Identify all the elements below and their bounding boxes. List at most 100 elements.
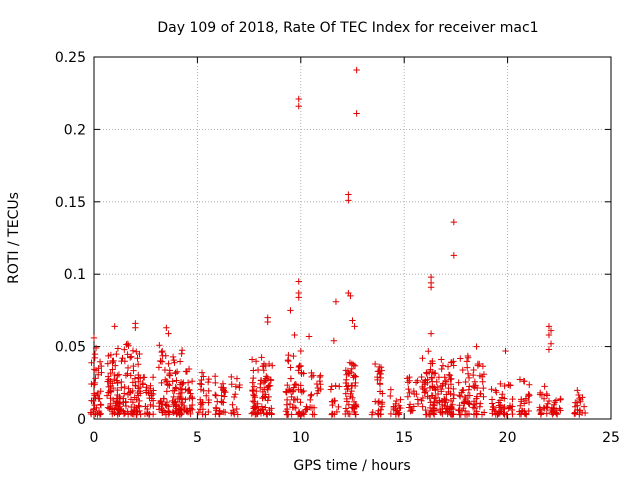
data-point xyxy=(509,395,516,403)
data-point xyxy=(248,356,256,363)
data-point xyxy=(295,367,302,374)
data-point xyxy=(135,392,142,399)
data-point xyxy=(490,404,497,411)
data-point xyxy=(228,381,235,388)
data-point xyxy=(260,367,267,374)
data-point xyxy=(294,395,301,403)
data-point xyxy=(136,397,143,405)
data-point xyxy=(96,411,104,418)
data-point xyxy=(218,392,225,399)
data-point xyxy=(128,353,135,360)
data-point xyxy=(289,404,296,411)
data-point xyxy=(165,360,172,367)
data-point xyxy=(300,411,308,418)
data-point xyxy=(506,402,514,409)
data-point xyxy=(136,403,143,410)
data-point xyxy=(476,372,484,379)
y-tick-label: 0.15 xyxy=(55,195,86,211)
data-point xyxy=(376,380,384,387)
data-point xyxy=(131,375,139,382)
data-point xyxy=(397,404,404,412)
data-point xyxy=(286,386,293,393)
data-point xyxy=(545,397,553,405)
data-point xyxy=(162,352,169,360)
data-point xyxy=(109,384,117,392)
data-point xyxy=(110,357,117,365)
data-point xyxy=(264,318,271,326)
data-point xyxy=(501,395,508,402)
data-point xyxy=(157,398,165,406)
data-point xyxy=(464,364,471,371)
data-point xyxy=(90,411,98,418)
data-point xyxy=(348,365,356,372)
data-point xyxy=(343,395,350,403)
data-point xyxy=(296,363,303,370)
data-point xyxy=(185,365,193,373)
data-point xyxy=(351,362,359,370)
data-point xyxy=(87,410,95,418)
data-point xyxy=(202,411,209,418)
data-point xyxy=(181,406,188,413)
data-point xyxy=(440,395,448,403)
data-point xyxy=(571,410,578,417)
data-point xyxy=(470,411,478,418)
data-point xyxy=(418,373,425,381)
data-point xyxy=(471,378,479,385)
data-point xyxy=(433,378,440,386)
data-point xyxy=(464,370,472,377)
data-point xyxy=(544,400,551,408)
data-point xyxy=(450,252,458,259)
x-tick-label: 10 xyxy=(292,430,310,446)
data-point xyxy=(103,392,111,399)
data-point xyxy=(109,396,117,404)
data-point xyxy=(309,410,316,418)
data-point xyxy=(352,402,359,409)
data-point xyxy=(134,361,142,368)
data-point xyxy=(129,347,137,354)
data-point xyxy=(92,344,100,352)
data-point xyxy=(422,406,429,414)
data-point xyxy=(456,393,464,400)
data-point xyxy=(327,386,335,393)
data-point xyxy=(347,390,354,398)
data-point xyxy=(379,399,386,406)
data-point xyxy=(438,385,445,393)
data-point xyxy=(462,407,469,415)
data-point xyxy=(178,409,186,417)
data-point xyxy=(343,383,350,390)
data-point xyxy=(124,364,132,372)
data-point xyxy=(232,383,240,390)
data-point xyxy=(141,374,148,381)
data-point xyxy=(218,398,225,405)
data-point xyxy=(290,352,297,360)
data-point xyxy=(124,370,131,377)
data-point xyxy=(254,366,262,374)
data-point xyxy=(464,352,472,360)
data-point xyxy=(387,392,394,400)
data-point xyxy=(294,411,302,418)
data-point xyxy=(295,294,302,301)
data-point xyxy=(306,404,314,411)
data-point xyxy=(345,401,353,408)
data-point xyxy=(188,378,196,385)
data-point xyxy=(233,375,241,382)
data-point xyxy=(418,397,425,404)
data-point xyxy=(333,408,341,416)
data-point xyxy=(305,333,313,340)
data-point xyxy=(572,399,579,406)
data-point xyxy=(576,394,583,402)
data-point xyxy=(499,390,506,398)
data-point xyxy=(132,382,139,389)
data-point xyxy=(121,383,128,391)
data-point xyxy=(221,409,229,416)
data-point xyxy=(196,380,204,387)
data-point xyxy=(200,387,207,394)
data-point xyxy=(94,389,102,397)
data-point xyxy=(307,396,314,404)
data-point xyxy=(111,323,118,330)
data-point xyxy=(497,380,504,388)
data-point xyxy=(493,389,500,396)
data-point xyxy=(438,365,445,373)
data-point xyxy=(328,383,335,390)
data-point xyxy=(419,403,426,410)
